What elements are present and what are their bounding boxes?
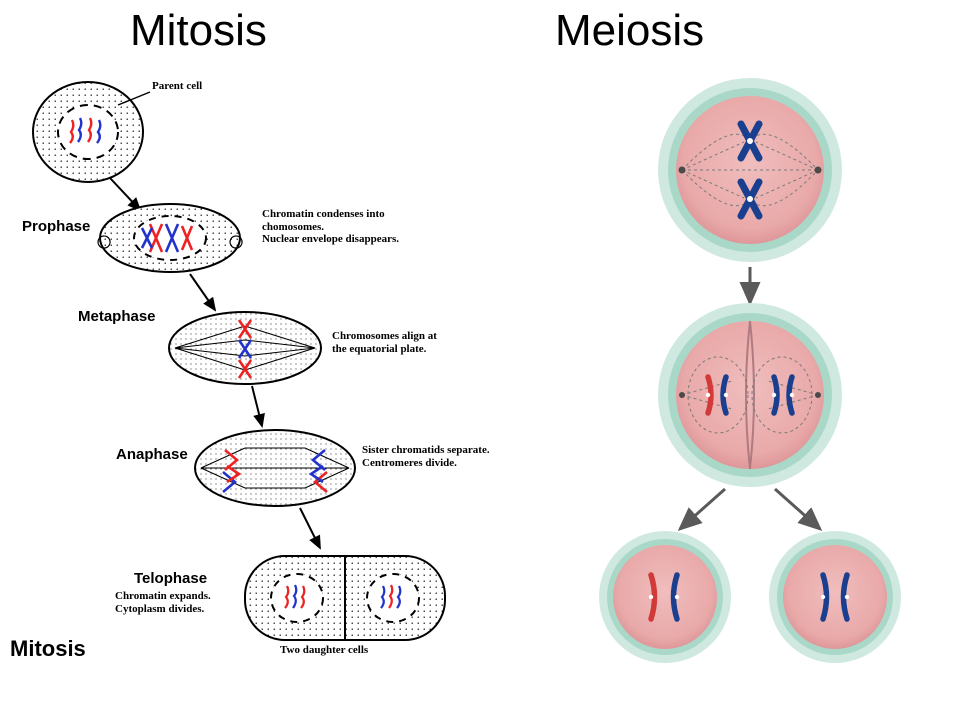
title-meiosis: Meiosis xyxy=(555,6,704,56)
telophase-cells xyxy=(245,556,445,640)
mitosis-diagram xyxy=(0,70,470,700)
prophase-desc: Chromatin condenses into chomosomes. Nuc… xyxy=(262,208,399,246)
mitosis-caption: Mitosis xyxy=(10,636,86,662)
parent-cell xyxy=(33,82,150,182)
anaphase-desc: Sister chromatids separate. Centromeres … xyxy=(362,444,490,469)
telophase-label: Telophase xyxy=(134,570,207,587)
metaphase-desc: Chromosomes align at the equatorial plat… xyxy=(332,330,437,355)
diagram-stage: Mitosis Meiosis xyxy=(0,0,960,720)
prophase-label: Prophase xyxy=(22,218,90,235)
anaphase-label: Anaphase xyxy=(116,446,188,463)
metaphase-label: Metaphase xyxy=(78,308,156,325)
daughter-cells-label: Two daughter cells xyxy=(280,644,368,656)
meiosis-diagram xyxy=(540,75,960,695)
meiosis-daughter-left xyxy=(599,531,731,663)
meiosis-daughter-right xyxy=(769,531,901,663)
metaphase-cell xyxy=(169,312,321,384)
parent-cell-label: Parent cell xyxy=(152,80,202,92)
telophase-desc: Chromatin expands. Cytoplasm divides. xyxy=(115,590,211,615)
title-mitosis: Mitosis xyxy=(130,6,267,56)
meiosis-middle-cell xyxy=(658,303,842,487)
prophase-cell xyxy=(98,204,242,272)
meiosis-top-cell xyxy=(658,78,842,262)
anaphase-cell xyxy=(195,430,355,506)
